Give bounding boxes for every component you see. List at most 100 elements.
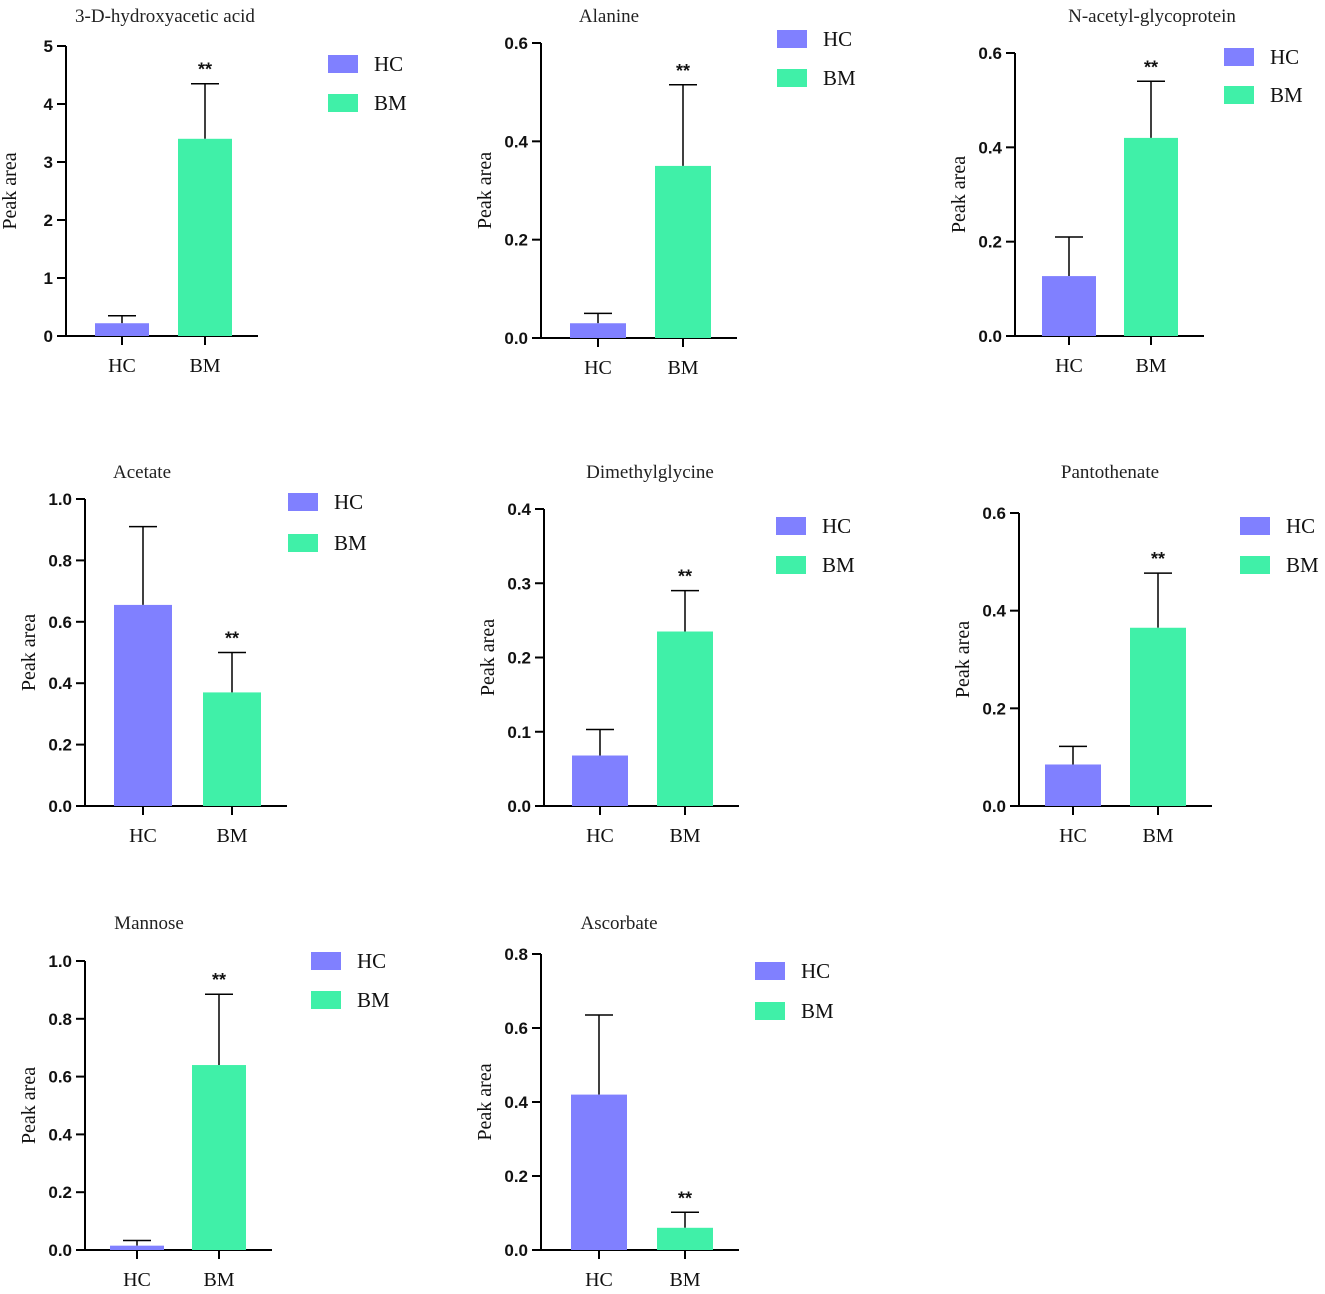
y-tick-label: 1 (44, 269, 53, 288)
legend-swatch-hc (311, 952, 341, 970)
bar-hc (95, 323, 149, 336)
y-tick-label: 0.6 (48, 1068, 72, 1087)
legend-swatch-hc (777, 30, 807, 48)
bar-hc (1042, 276, 1096, 336)
y-tick-label: 0.2 (504, 1167, 528, 1186)
x-tick-label: BM (189, 355, 220, 377)
y-tick-label: 0.4 (504, 132, 528, 151)
legend-label-hc: HC (822, 514, 851, 538)
y-tick-label: 0.8 (48, 1010, 72, 1029)
legend-swatch-bm (776, 556, 806, 574)
legend-swatch-hc (1240, 517, 1270, 535)
y-axis-label: Peak area (474, 1063, 496, 1140)
bar-hc (570, 323, 626, 338)
y-axis-label: Peak area (477, 619, 499, 696)
x-tick-label: HC (586, 825, 614, 847)
y-tick-label: 0.0 (507, 797, 531, 816)
y-tick-label: 0.2 (504, 231, 528, 250)
y-tick-label: 0.0 (982, 797, 1006, 816)
legend-swatch-hc (328, 55, 358, 73)
legend-swatch-hc (755, 962, 785, 980)
legend-swatch-hc (288, 493, 318, 511)
chart-title: Alanine (579, 6, 639, 27)
legend-label-hc: HC (1286, 514, 1315, 538)
chart-title: Ascorbate (580, 913, 657, 934)
significance-label: ** (1144, 57, 1158, 77)
y-tick-label: 5 (44, 37, 53, 56)
legend-label-bm: BM (334, 531, 367, 555)
y-tick-label: 1.0 (48, 952, 72, 971)
bar-bm (1130, 627, 1186, 806)
x-tick-label: HC (108, 355, 136, 377)
x-tick-label: BM (669, 825, 700, 847)
legend-label-bm: BM (1270, 83, 1303, 107)
y-tick-label: 3 (44, 153, 53, 172)
significance-label: ** (198, 60, 212, 80)
legend-label-hc: HC (1270, 45, 1299, 69)
y-tick-label: 4 (44, 95, 54, 114)
legend-label-bm: BM (357, 988, 390, 1012)
y-tick-label: 0.4 (507, 500, 531, 519)
bar-bm (655, 165, 711, 338)
y-tick-label: 0.8 (504, 945, 528, 964)
chart-title: Dimethylglycine (586, 462, 714, 483)
bar-hc (571, 1094, 627, 1250)
significance-label: ** (1151, 549, 1165, 569)
significance-label: ** (225, 629, 239, 649)
y-axis-label: Peak area (18, 614, 40, 691)
y-tick-label: 0.6 (504, 1019, 528, 1038)
bar-bm (657, 631, 713, 806)
y-tick-label: 0.0 (504, 1241, 528, 1260)
significance-label: ** (676, 61, 690, 81)
y-tick-label: 0.0 (504, 329, 528, 348)
y-tick-label: 0.2 (507, 649, 531, 668)
legend-swatch-bm (1240, 556, 1270, 574)
chart-title: Mannose (114, 913, 184, 934)
legend-label-bm: BM (801, 999, 834, 1023)
y-tick-label: 0.1 (507, 723, 531, 742)
y-tick-label: 0.3 (507, 574, 531, 593)
y-tick-label: 2 (44, 211, 53, 230)
x-tick-label: HC (584, 357, 612, 379)
legend-label-hc: HC (801, 959, 830, 983)
x-tick-label: HC (585, 1269, 613, 1291)
legend-label-hc: HC (374, 52, 403, 76)
legend-label-hc: HC (823, 27, 852, 51)
chart-title: N-acetyl-glycoprotein (1068, 6, 1236, 27)
legend-label-bm: BM (1286, 553, 1319, 577)
significance-label: ** (678, 567, 692, 587)
legend-swatch-bm (1224, 86, 1254, 104)
legend-label-hc: HC (334, 490, 363, 514)
y-axis-label: Peak area (952, 621, 974, 698)
y-axis-label: Peak area (0, 152, 21, 229)
legend-swatch-bm (777, 69, 807, 87)
y-tick-label: 0.2 (982, 699, 1006, 718)
x-tick-label: HC (129, 825, 157, 847)
bar-hc (114, 604, 172, 806)
x-tick-label: HC (1055, 355, 1083, 377)
y-axis-label: Peak area (948, 156, 970, 233)
y-tick-label: 0.4 (48, 1125, 72, 1144)
legend-swatch-bm (328, 94, 358, 112)
x-tick-label: BM (667, 357, 698, 379)
bar-bm (192, 1065, 246, 1250)
x-tick-label: BM (669, 1269, 700, 1291)
x-tick-label: BM (1142, 825, 1173, 847)
x-tick-label: BM (1135, 355, 1166, 377)
legend-label-bm: BM (823, 66, 856, 90)
bar-bm (203, 692, 261, 806)
x-tick-label: HC (123, 1269, 151, 1291)
chart-title: Pantothenate (1061, 462, 1159, 483)
bar-hc (1045, 764, 1101, 806)
legend-swatch-bm (755, 1002, 785, 1020)
y-tick-label: 0.0 (48, 797, 72, 816)
y-tick-label: 0.8 (48, 551, 72, 570)
bar-bm (178, 138, 232, 336)
bar-bm (1124, 137, 1178, 336)
y-tick-label: 0.0 (978, 327, 1002, 346)
y-tick-label: 0.6 (982, 504, 1006, 523)
y-tick-label: 0.4 (978, 138, 1002, 157)
significance-label: ** (678, 1188, 692, 1208)
y-tick-label: 0.6 (48, 613, 72, 632)
legend-label-hc: HC (357, 949, 386, 973)
